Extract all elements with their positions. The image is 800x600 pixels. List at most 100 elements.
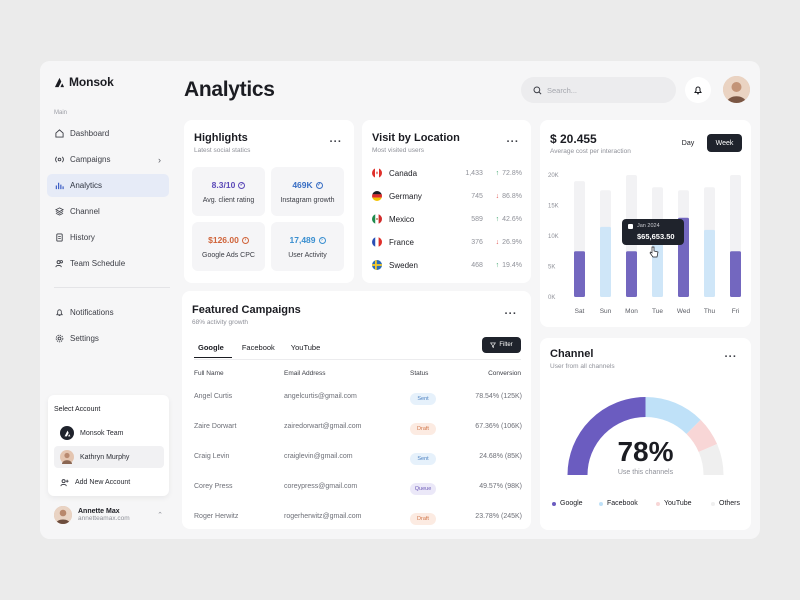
column-header-conversion[interactable]: Conversion <box>488 370 521 377</box>
sidebar-item-settings[interactable]: Settings <box>47 327 169 350</box>
gauge-caption: Use this channels <box>617 469 674 476</box>
sidebar-item-analytics[interactable]: Analytics <box>47 174 169 197</box>
legend-dot <box>552 501 556 506</box>
user-email: annetteamax.com <box>78 515 130 522</box>
sidebar-item-label: History <box>70 233 95 242</box>
avatar <box>60 450 74 464</box>
x-tick-label: Sat <box>575 308 585 315</box>
add-user-icon <box>60 478 69 486</box>
bar-value[interactable] <box>600 226 611 297</box>
cell-email: coreypress@gmail.com <box>284 483 358 490</box>
table-row[interactable]: Craig Levin craiglevin@gmail.com Sent 24… <box>194 450 522 466</box>
legend-facebook[interactable]: Facebook <box>599 500 638 507</box>
home-icon <box>55 129 64 138</box>
card-title: Channel <box>550 348 594 360</box>
add-account-label: Add New Account <box>75 478 131 486</box>
sidebar-item-notifications[interactable]: Notifications <box>47 301 169 324</box>
more-options-button[interactable]: ··· <box>329 136 342 148</box>
sidebar-item-team-schedule[interactable]: Team Schedule <box>47 252 169 275</box>
visit-count: 376 <box>471 238 483 246</box>
search-icon <box>533 85 542 94</box>
gauge-segment-youtube[interactable] <box>686 419 718 453</box>
more-options-button[interactable]: ··· <box>504 308 517 320</box>
location-row[interactable]: Germany 745 ↓ 86.8% <box>372 189 522 203</box>
cell-name: Craig Levin <box>194 453 230 460</box>
table-row[interactable]: Roger Herwitz rogerherwitz@gmail.com Dra… <box>194 510 522 526</box>
sidebar-item-history[interactable]: History <box>47 226 169 249</box>
cell-name: Corey Press <box>194 483 233 490</box>
tab-facebook[interactable]: Facebook <box>241 343 275 352</box>
column-header-status[interactable]: Status <box>410 370 429 377</box>
sidebar: Monsok Main Dashboard Campaigns › Analyt… <box>40 61 174 539</box>
notifications-button[interactable] <box>685 77 711 103</box>
table-row[interactable]: Angel Curtis angelcurtis@gmail.com Sent … <box>194 390 522 406</box>
highlight-tile[interactable]: 469K ✓ Instagram growth <box>271 167 344 216</box>
location-row[interactable]: France 376 ↓ 26.9% <box>372 235 522 249</box>
search-input[interactable] <box>547 85 657 95</box>
bar-value[interactable] <box>574 251 585 297</box>
toggle-week[interactable]: Week <box>707 134 742 152</box>
chart-tooltip: Jan 2024 $65,653.50 <box>622 219 684 245</box>
more-options-button[interactable]: ··· <box>724 351 737 363</box>
user-name: Annette Max <box>78 508 120 515</box>
visit-change: ↓ 86.8% <box>495 192 522 200</box>
cell-name: Zaire Dorwart <box>194 423 237 430</box>
sidebar-item-dashboard[interactable]: Dashboard <box>47 122 169 145</box>
legend-youtube[interactable]: YouTube <box>656 500 692 507</box>
add-account-button[interactable]: Add New Account <box>54 471 164 493</box>
sidebar-item-campaigns[interactable]: Campaigns › <box>47 148 169 171</box>
highlight-label: User Activity <box>288 252 327 259</box>
arrow-icon: › <box>318 236 326 244</box>
location-row[interactable]: Canada 1,433 ↑ 72.8% <box>372 166 522 180</box>
brand-logo[interactable]: Monsok <box>54 75 114 89</box>
gauge-segment-facebook[interactable] <box>645 397 701 435</box>
card-subtitle: 68% activity growth <box>192 319 248 326</box>
account-option-monsok-team[interactable]: Monsok Team <box>54 422 164 444</box>
highlight-label: Instagram growth <box>280 197 335 204</box>
table-row[interactable]: Zaire Dorwart zairedorwart@gmail.com Dra… <box>194 420 522 436</box>
bar-value[interactable] <box>730 251 741 297</box>
highlight-tile[interactable]: 8.3/10 ✓ Avg. client rating <box>192 167 265 216</box>
bar-value[interactable] <box>704 229 715 297</box>
cell-conversion: 23.78% (245K) <box>475 513 522 520</box>
layers-icon <box>55 207 64 216</box>
cell-email: angelcurtis@gmail.com <box>284 393 357 400</box>
cell-conversion: 49.57% (98K) <box>479 483 522 490</box>
filter-icon <box>490 342 497 348</box>
location-row[interactable]: Sweden 468 ↑ 19.4% <box>372 258 522 272</box>
card-title: Highlights <box>194 132 248 144</box>
bar-value[interactable] <box>626 251 637 297</box>
sidebar-item-label: Dashboard <box>70 129 110 138</box>
legend-dot <box>711 501 715 506</box>
visit-change: ↑ 72.8% <box>495 169 522 177</box>
highlight-tile[interactable]: $126.00 › Google Ads CPC <box>192 222 265 271</box>
country-name: Canada <box>389 168 418 178</box>
location-row[interactable]: Mexico 589 ↑ 42.6% <box>372 212 522 226</box>
tab-google[interactable]: Google <box>194 343 232 358</box>
sidebar-item-channel[interactable]: Channel <box>47 200 169 223</box>
toggle-day[interactable]: Day <box>681 139 695 147</box>
team-logo-icon <box>60 426 74 440</box>
column-header-email[interactable]: Email Address <box>284 370 326 377</box>
germany-flag-icon <box>372 191 382 201</box>
highlight-tile[interactable]: 17,489 › User Activity <box>271 222 344 271</box>
legend-google[interactable]: Google <box>552 500 583 507</box>
account-menu-title: Select Account <box>54 406 101 413</box>
chevron-up-icon[interactable]: ⌃ <box>157 512 163 519</box>
search-bar[interactable] <box>521 77 676 103</box>
cell-email: rogerherwitz@gmail.com <box>284 513 362 520</box>
gauge-segment-google[interactable] <box>567 397 646 476</box>
tab-youtube[interactable]: YouTube <box>290 343 321 352</box>
column-header-name[interactable]: Full Name <box>194 370 224 377</box>
account-option-kathryn-murphy[interactable]: Kathryn Murphy <box>54 446 164 468</box>
gauge-segment-others[interactable] <box>698 444 724 476</box>
x-tick-label: Mon <box>625 308 638 315</box>
profile-avatar[interactable] <box>723 76 750 103</box>
filter-button[interactable]: Filter <box>482 337 521 353</box>
legend-others[interactable]: Others <box>711 500 740 507</box>
more-options-button[interactable]: ··· <box>506 136 519 148</box>
table-row[interactable]: Corey Press coreypress@gmail.com Queue 4… <box>194 480 522 496</box>
status-badge: Draft <box>410 423 436 435</box>
document-icon <box>56 233 63 242</box>
current-user-card[interactable]: Annette Max annetteamax.com ⌃ <box>48 500 169 530</box>
